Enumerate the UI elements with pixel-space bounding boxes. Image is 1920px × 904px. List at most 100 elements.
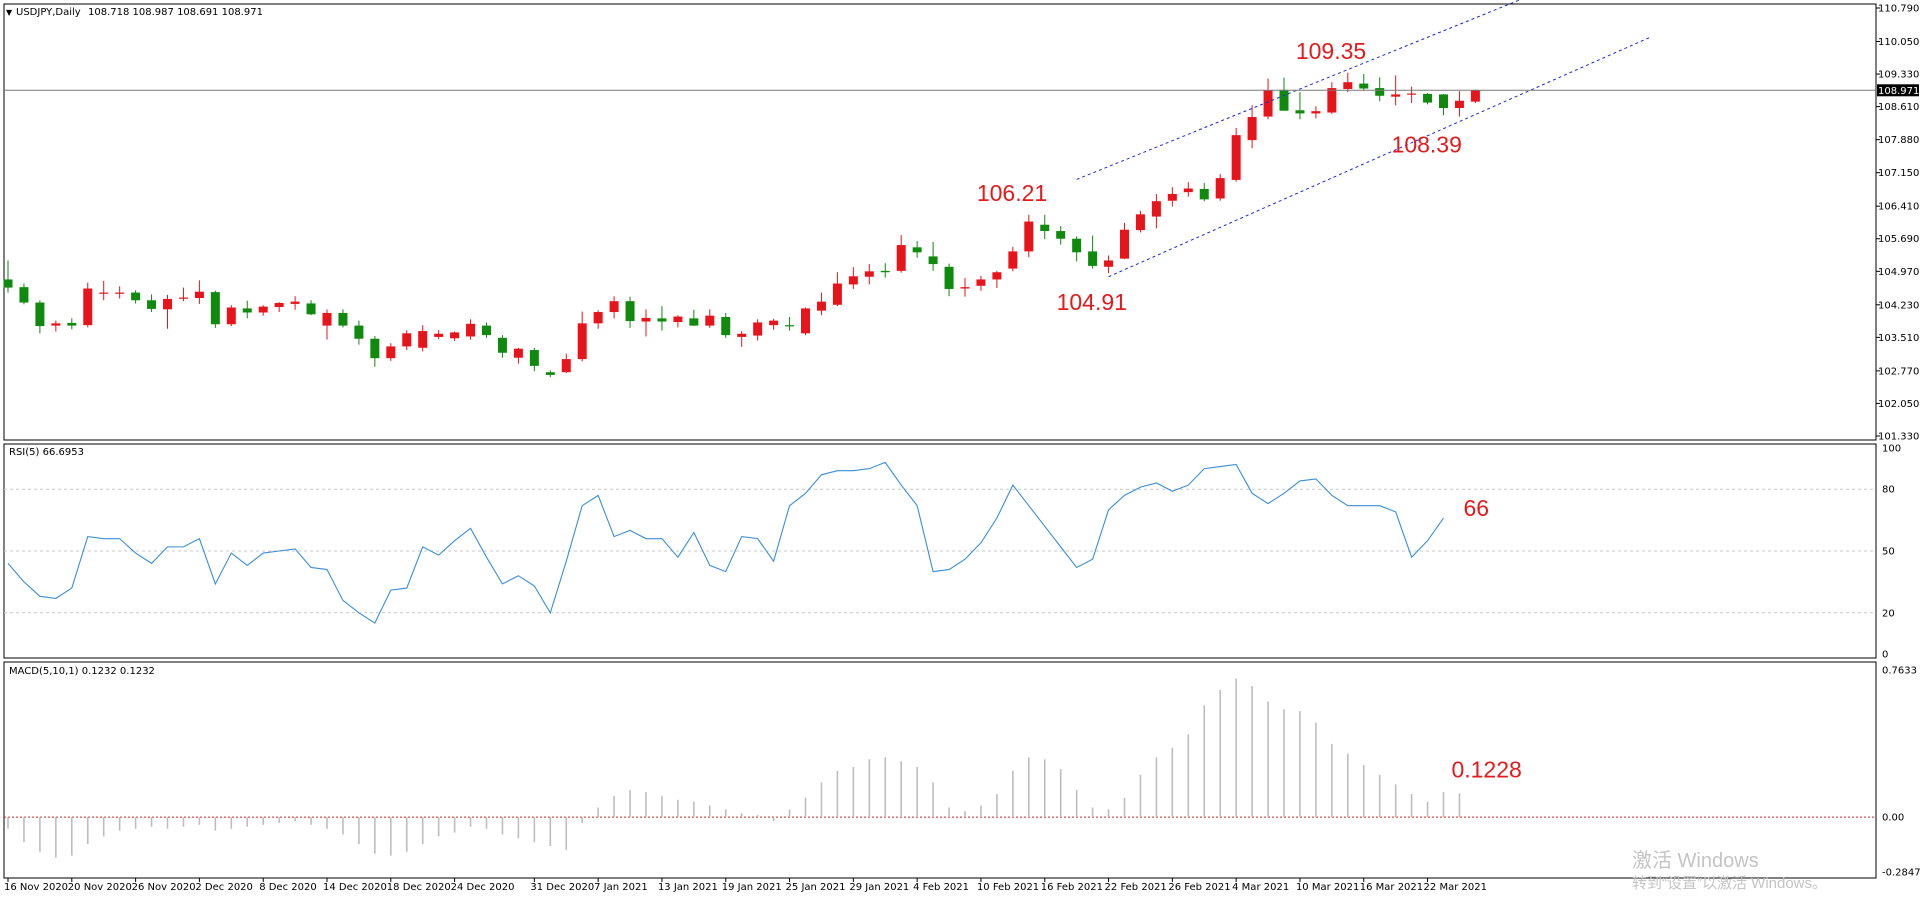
candle-body xyxy=(912,247,922,253)
candle-body xyxy=(226,307,236,325)
price-annotations: 109.35 106.21 104.91 108.39 xyxy=(977,38,1462,315)
candle-body xyxy=(641,317,651,322)
rsi-annotation: 66 xyxy=(1464,495,1490,521)
candle-body xyxy=(497,337,507,353)
candle-body xyxy=(1263,90,1273,117)
date-tick-label: 18 Dec 2020 xyxy=(387,882,451,893)
candle-body xyxy=(1295,110,1305,114)
rsi-tick-label: 100 xyxy=(1882,444,1901,455)
candle-body xyxy=(1215,178,1225,199)
candle-body xyxy=(1327,88,1337,113)
date-tick-label: 4 Mar 2021 xyxy=(1232,882,1289,893)
channel-line xyxy=(1076,0,1521,180)
date-tick-label: 22 Mar 2021 xyxy=(1424,882,1487,893)
candle-body xyxy=(1359,83,1369,89)
dropdown-arrow-icon[interactable]: ▼ xyxy=(6,8,13,17)
candle-body xyxy=(3,279,13,288)
candle-body xyxy=(976,279,986,286)
candle-body xyxy=(482,325,491,336)
candle-body xyxy=(1088,251,1098,266)
candle-body xyxy=(1343,82,1353,89)
candle-body xyxy=(1423,93,1433,103)
channel-line xyxy=(1108,36,1652,278)
candle-body xyxy=(1199,188,1209,200)
candle-body xyxy=(1135,214,1145,231)
symbol-title: USDJPY,Daily xyxy=(16,7,81,18)
candle-body xyxy=(1040,224,1050,232)
candle-body xyxy=(864,271,874,277)
candle-body xyxy=(370,338,380,359)
price-channel xyxy=(1076,0,1652,278)
date-tick-label: 25 Jan 2021 xyxy=(786,882,846,893)
candle-body xyxy=(1120,229,1129,259)
price-tick-label: 101.330 xyxy=(1878,432,1919,443)
price-candles xyxy=(3,72,1480,378)
rsi-polyline xyxy=(7,461,1444,624)
date-tick-label: 7 Jan 2021 xyxy=(594,882,648,893)
price-tick-label: 106.410 xyxy=(1878,202,1919,213)
date-tick-label: 8 Dec 2020 xyxy=(259,882,317,893)
candle-body xyxy=(928,256,938,265)
price-tick-label: 108.610 xyxy=(1878,102,1919,113)
price-axis-ticks: 110.790 110.050 109.330 108.610 107.880 107.1… xyxy=(1876,4,1919,443)
macd-title: MACD(5,10,1) 0.1232 0.1232 xyxy=(9,666,155,677)
candle-body xyxy=(1375,88,1385,96)
candle-body xyxy=(657,318,667,322)
candle-body xyxy=(848,276,858,285)
candle-body xyxy=(960,287,970,289)
candle-body xyxy=(880,270,890,273)
candle-body xyxy=(577,323,587,360)
date-axis: 16 Nov 2020 20 Nov 2020 26 Nov 2020 2 Dec 2… xyxy=(4,878,1487,893)
candle-body xyxy=(386,346,396,359)
price-annotation-109-35: 109.35 xyxy=(1296,38,1366,64)
macd-axis-ticks: 0.7633 0.00 -0.2847 xyxy=(4,666,1920,879)
date-tick-label: 20 Nov 2020 xyxy=(68,882,132,893)
candle-body xyxy=(51,323,61,326)
candle-body xyxy=(178,297,188,299)
price-annotation-106-21: 106.21 xyxy=(977,180,1047,206)
price-tick-label: 104.230 xyxy=(1878,300,1919,311)
watermark-settings: 转到“设置”以激活 Windows。 xyxy=(1632,875,1827,892)
watermark-activate: 激活 Windows xyxy=(1632,849,1759,872)
candle-body xyxy=(163,298,172,310)
candle-body xyxy=(561,359,571,373)
candle-body xyxy=(689,318,699,326)
date-tick-label: 16 Nov 2020 xyxy=(4,882,68,893)
candle-body xyxy=(290,301,300,304)
candle-body xyxy=(67,322,77,326)
price-tick-label: 105.690 xyxy=(1878,234,1919,245)
candle-body xyxy=(1311,111,1321,114)
date-tick-label: 10 Mar 2021 xyxy=(1296,882,1359,893)
candle-body xyxy=(992,272,1002,280)
date-tick-label: 2 Dec 2020 xyxy=(195,882,253,893)
candle-body xyxy=(832,283,842,305)
candle-body xyxy=(673,316,683,322)
candle-body xyxy=(35,302,45,327)
macd-annotation: 0.1228 xyxy=(1451,756,1521,782)
candle-body xyxy=(1167,193,1177,201)
candle-body xyxy=(418,331,428,348)
candle-body xyxy=(769,320,779,326)
candle-body xyxy=(354,325,364,339)
rsi-tick-label: 50 xyxy=(1882,547,1895,558)
price-tick-label: 103.510 xyxy=(1878,333,1919,344)
candle-body xyxy=(737,333,747,337)
candle-body xyxy=(434,333,444,337)
rsi-title: RSI(5) 66.6953 xyxy=(9,447,84,458)
candle-body xyxy=(1279,89,1289,111)
rsi-tick-label: 0 xyxy=(1882,650,1888,661)
candle-body xyxy=(1072,238,1082,253)
candle-body xyxy=(99,292,109,294)
macd-tick-label: 0.7633 xyxy=(1882,666,1917,677)
candle-body xyxy=(338,312,348,326)
date-tick-label: 14 Dec 2020 xyxy=(323,882,387,893)
candle-body xyxy=(1439,94,1448,108)
candle-body xyxy=(513,348,523,358)
candle-body xyxy=(609,301,619,313)
date-tick-label: 26 Feb 2021 xyxy=(1168,882,1230,893)
panel-frame-0 xyxy=(3,3,1877,441)
candle-body xyxy=(529,350,539,366)
candle-body xyxy=(19,287,29,303)
